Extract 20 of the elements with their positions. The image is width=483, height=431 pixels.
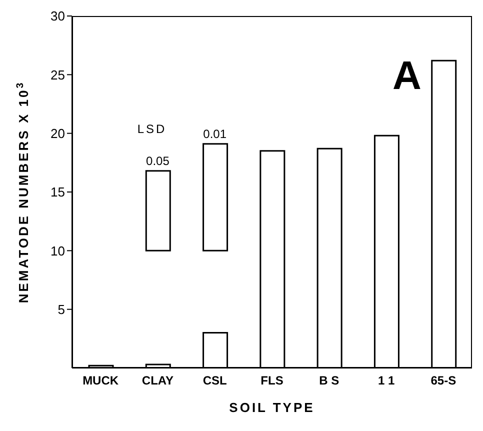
x-axis-title: SOIL TYPE	[229, 400, 315, 415]
x-tick-label: MUCK	[82, 374, 119, 388]
y-tick-label: 25	[50, 67, 65, 82]
y-tick-label: 20	[50, 126, 65, 141]
annotation: LSD	[137, 122, 167, 136]
x-tick-label: CLAY	[142, 374, 174, 388]
annotation: 0.05	[146, 154, 170, 168]
y-tick-label: 5	[58, 302, 65, 317]
x-tick-label: 65-S	[430, 374, 456, 388]
x-tick-label: FLS	[260, 374, 284, 388]
y-tick-label: 15	[50, 184, 65, 200]
bar	[202, 143, 228, 252]
bar	[145, 170, 171, 252]
y-tick-label: 30	[50, 8, 65, 24]
x-tick-label: CSL	[202, 374, 227, 388]
x-tick-label: 1 1	[378, 374, 395, 388]
y-tick-label: 10	[50, 243, 65, 258]
annotation: 0.01	[203, 126, 227, 141]
annotation: A	[392, 54, 424, 98]
x-tick-label: B S	[319, 374, 340, 388]
